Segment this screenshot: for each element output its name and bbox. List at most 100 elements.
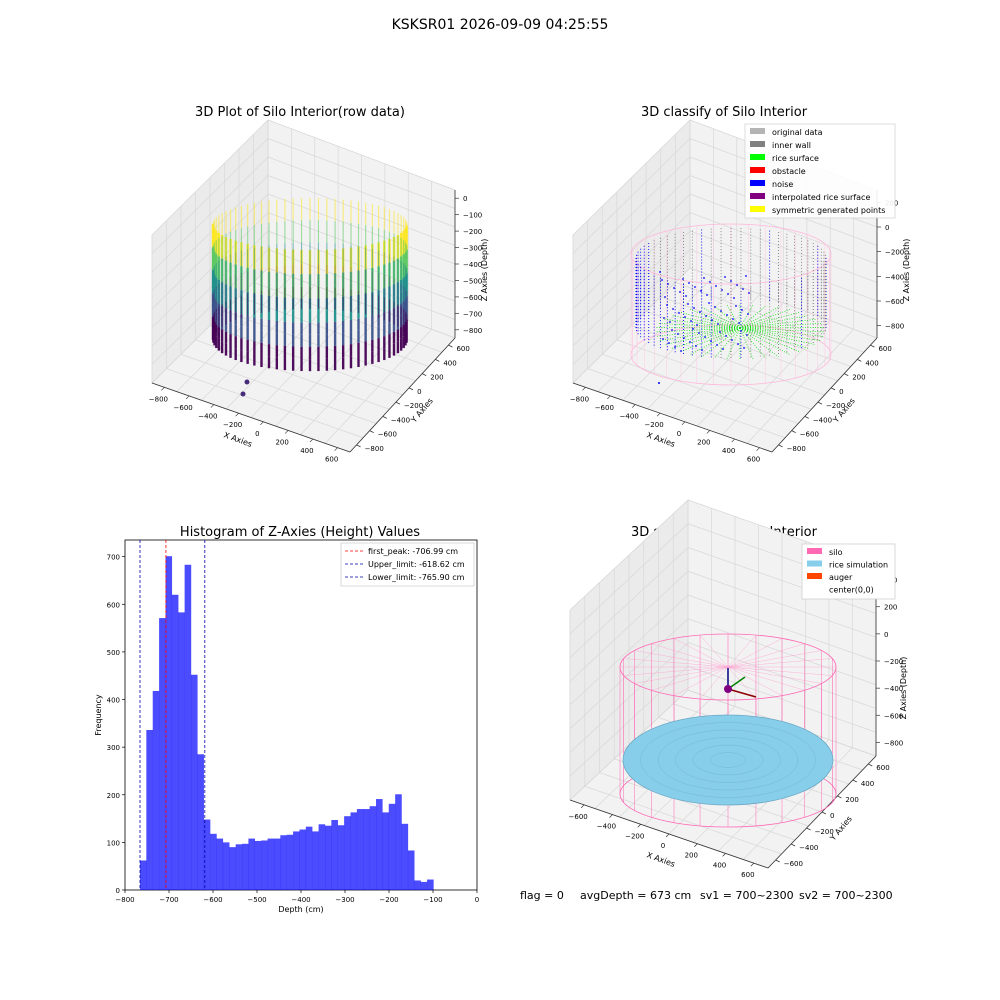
grid-line <box>151 119 269 236</box>
chart2-rice-surface <box>713 305 741 329</box>
chart1-x-tick-label: −200 <box>223 421 242 429</box>
chart3-bar <box>299 829 307 890</box>
chart4-x-label: X Axies <box>645 850 676 869</box>
grid-line <box>572 156 691 273</box>
chart2-noise-point <box>684 316 686 318</box>
chart2-noise-point <box>733 297 735 299</box>
chart2-noise-point <box>685 295 687 297</box>
chart2-noise-point <box>726 314 728 316</box>
chart2-noise-point <box>725 335 727 337</box>
chart4-y-tick-label: 0 <box>830 812 834 820</box>
chart3-bar <box>203 819 211 890</box>
chart2-noise-point <box>747 313 749 315</box>
y-tick <box>870 344 875 348</box>
chart2-noise-point <box>714 306 716 308</box>
chart2-noise-point <box>724 276 726 278</box>
chart2-y-tick-label: 200 <box>852 374 865 382</box>
chart4-silo-wire <box>727 650 822 668</box>
chart4-legend-label: center(0,0) <box>829 586 874 595</box>
chart1-y-tick-label: −600 <box>378 431 397 439</box>
chart3-y-tick-label: 100 <box>107 839 120 847</box>
grid-line <box>238 296 429 367</box>
chart4-z-label: Z Axies (Depth) <box>899 657 908 720</box>
chart2-rice-surface <box>739 304 754 329</box>
x-tick <box>260 421 264 426</box>
chart2-rice-surface <box>701 327 741 358</box>
grid-line <box>689 193 878 265</box>
chart3-bar <box>395 794 402 890</box>
chart4-z-tick-label: 200 <box>884 604 897 612</box>
chart2-y-tick-label: −200 <box>826 402 845 410</box>
chart2-rice-surface <box>671 327 741 349</box>
chart4-silo-wire <box>727 666 822 684</box>
figure-suptitle: KSKSR01 2026-09-09 04:25:55 <box>391 17 609 33</box>
chart2-y-label: Y Axies <box>831 396 857 425</box>
chart4-silo-wire <box>651 643 729 668</box>
chart4-z-tick-label: −600 <box>884 712 903 720</box>
x-tick <box>750 862 755 867</box>
y-tick <box>868 763 873 767</box>
chart2-noise-point <box>722 348 724 350</box>
footer-sv2: sv2 = 700~2300 <box>799 889 893 902</box>
x-tick <box>309 438 314 443</box>
chart2-rice-surface <box>671 315 741 329</box>
chart2-legend-label: rice surface <box>772 154 819 163</box>
chart2-noise-point <box>746 334 748 336</box>
chart1-z-tick-label: −800 <box>463 327 482 335</box>
chart4-x-tick-label: 400 <box>713 861 726 869</box>
chart1-x-tick-label: −800 <box>149 395 168 403</box>
chart2-noise-point <box>683 337 685 339</box>
chart1-y-tick-label: 600 <box>456 345 469 353</box>
y-axis-line <box>771 337 878 453</box>
chart4-silo-wire <box>634 666 729 684</box>
chart4-scene <box>619 633 837 828</box>
grid-line <box>267 156 456 228</box>
chart1-x-tick-label: 600 <box>325 456 338 464</box>
x-axis-line <box>572 382 773 453</box>
chart3-bar <box>222 842 230 890</box>
chart2-rice-surface <box>679 311 741 329</box>
chart4-silo-wire <box>699 666 729 700</box>
chart4-x-tick-label: 200 <box>685 852 698 860</box>
chart4-x-tick-label: 600 <box>741 871 754 879</box>
chart2-noise-point <box>661 279 663 281</box>
chart2-y-tick-label: −800 <box>787 445 806 453</box>
chart1-y-tick-label: −400 <box>391 416 410 424</box>
chart1-y-tick-label: −800 <box>365 445 384 453</box>
chart3-bar <box>420 881 428 890</box>
chart3-legend <box>340 542 475 587</box>
chart2-noise-point <box>715 285 717 287</box>
chart3-x-tick-label: −600 <box>203 896 222 904</box>
chart2-noise-point <box>716 344 718 346</box>
chart1-x-label: X Axies <box>222 430 253 449</box>
chart4-y-tick-label: −200 <box>815 828 834 836</box>
chart1-outlier-point <box>240 391 246 397</box>
chart1-y-tick-label: 0 <box>417 388 421 396</box>
chart2-noise-point <box>659 271 661 273</box>
chart4-z-tick-label: −400 <box>884 685 903 693</box>
chart3-y-tick-label: 700 <box>107 554 120 562</box>
y-tick <box>821 811 827 815</box>
chart4-silo-wire <box>634 650 729 668</box>
chart2-x-tick-label: −600 <box>595 404 614 412</box>
chart2-x-tick-label: 0 <box>677 430 681 438</box>
chart2-legend-label: inner wall <box>772 141 811 150</box>
chart4-silo-wire <box>727 666 833 676</box>
chart2-z-tick-label: −800 <box>885 323 904 331</box>
y-tick <box>817 401 823 405</box>
chart1-y-tick-label: −200 <box>404 402 423 410</box>
chart4-silo-wire <box>699 634 729 668</box>
grid-line <box>224 310 416 382</box>
chart3-bar <box>248 838 255 890</box>
chart2-noise-point <box>709 281 711 283</box>
chart3-bar <box>356 809 364 890</box>
chart3-bar <box>159 618 166 890</box>
chart1-z-label: Z Axies (Depth) <box>480 239 489 302</box>
chart2-rice-surface <box>713 327 741 359</box>
chart2-rice-surface <box>739 327 779 358</box>
chart4-rice-mesh <box>657 729 799 791</box>
x-axis-line <box>151 382 351 453</box>
chart1-z-tick-label: −200 <box>463 228 482 236</box>
chart2-x-tick-label: 200 <box>697 438 710 446</box>
chart2-noise-point <box>677 333 679 335</box>
